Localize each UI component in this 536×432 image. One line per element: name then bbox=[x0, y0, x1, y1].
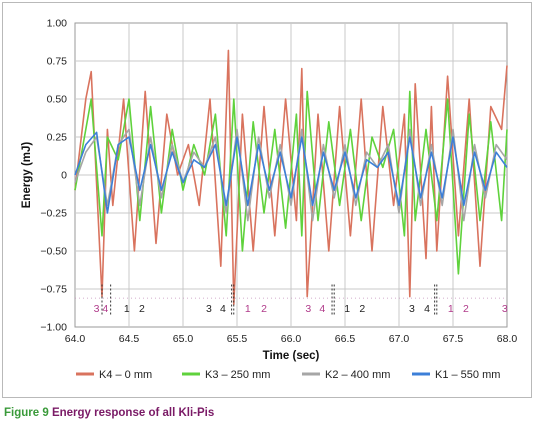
y-tick-label: −0.25 bbox=[40, 208, 67, 220]
y-axis-title: Energy (mJ) bbox=[21, 142, 33, 209]
x-tick-label: 64.0 bbox=[65, 333, 86, 345]
figure-number: Figure 9 bbox=[4, 407, 49, 419]
legend-label: K2 – 400 mm bbox=[325, 369, 390, 381]
phase-label: 1 bbox=[344, 303, 350, 315]
y-tick-label: −0.50 bbox=[40, 246, 67, 258]
phase-label: 1 bbox=[448, 303, 454, 315]
y-tick-label: −1.00 bbox=[40, 322, 67, 334]
phase-label: 2 bbox=[463, 303, 469, 315]
x-tick-label: 64.5 bbox=[119, 333, 140, 345]
y-tick-label: 0 bbox=[61, 170, 67, 182]
x-tick-label: 66.5 bbox=[335, 333, 356, 345]
x-tick-label: 66.0 bbox=[281, 333, 302, 345]
phase-label: 4 bbox=[319, 303, 325, 315]
y-tick-label: 0.75 bbox=[47, 56, 68, 68]
x-tick-label: 65.0 bbox=[173, 333, 194, 345]
phase-label: 3 bbox=[305, 303, 311, 315]
energy-response-chart: 64.0 64.5 65.0 65.5 66.0 66.5 67.0 67.5 68.0 1.00… bbox=[21, 18, 518, 382]
phase-label: 2 bbox=[139, 303, 145, 315]
y-tick-label: 0.25 bbox=[47, 132, 68, 144]
figure-caption: Figure 9 Energy response of all Kli-Pis bbox=[4, 407, 214, 419]
x-tick-label: 67.5 bbox=[443, 333, 464, 345]
y-tick-label: 0.50 bbox=[47, 94, 68, 106]
y-tick-label: 1.00 bbox=[47, 18, 68, 30]
legend-label: K1 – 550 mm bbox=[435, 369, 500, 381]
phase-label: 3 bbox=[409, 303, 415, 315]
y-tick-label: −0.75 bbox=[40, 284, 67, 296]
x-tick-label: 65.5 bbox=[227, 333, 248, 345]
phase-label: 2 bbox=[261, 303, 267, 315]
legend-label: K3 – 250 mm bbox=[205, 369, 270, 381]
phase-label: 3 bbox=[206, 303, 212, 315]
series-line bbox=[74, 131, 508, 214]
phase-label: 4 bbox=[102, 303, 108, 315]
x-tick-label: 67.0 bbox=[389, 333, 410, 345]
legend-label: K4 – 0 mm bbox=[99, 369, 152, 381]
phase-label: 1 bbox=[245, 303, 251, 315]
figure-caption-text: Energy response of all Kli-Pis bbox=[51, 407, 215, 419]
x-axis-title: Time (sec) bbox=[263, 350, 320, 362]
phase-label: 1 bbox=[124, 303, 130, 315]
x-tick-label: 68.0 bbox=[497, 333, 518, 345]
phase-label: 2 bbox=[359, 303, 365, 315]
phase-label: 4 bbox=[424, 303, 430, 315]
phase-label: 3 bbox=[94, 303, 100, 315]
phase-label: 4 bbox=[220, 303, 226, 315]
phase-label: 3 bbox=[502, 303, 508, 315]
